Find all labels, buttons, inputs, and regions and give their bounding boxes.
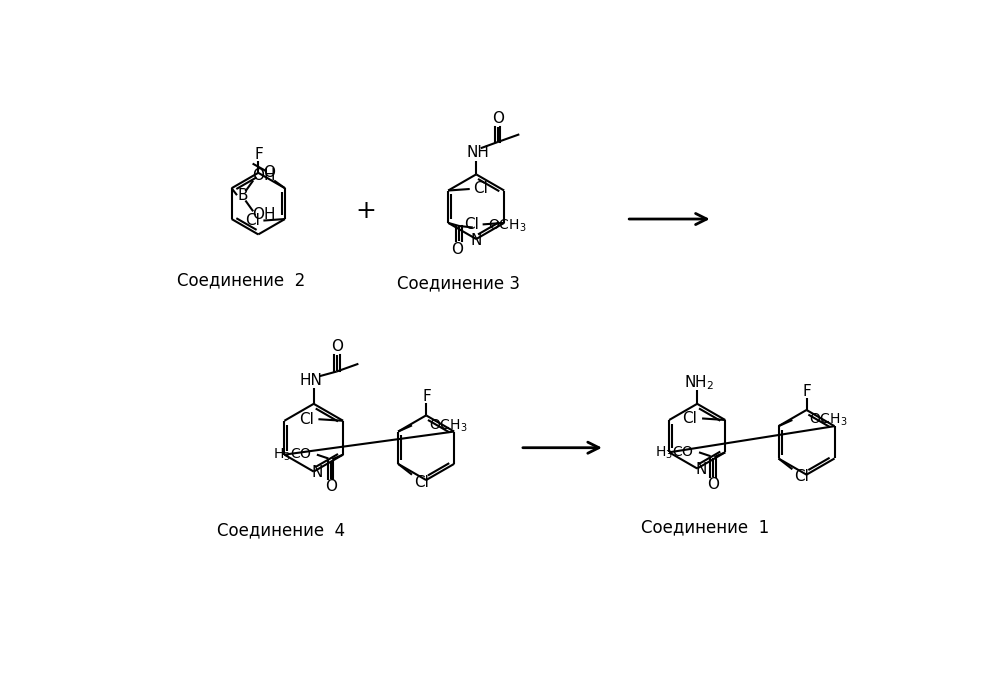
Text: O: O [325,479,337,494]
Text: Cl: Cl [682,411,697,426]
Text: Соединение  1: Соединение 1 [640,518,769,536]
Text: N: N [471,233,482,248]
Text: HN: HN [299,373,322,388]
Text: F: F [803,384,811,399]
Text: OH: OH [252,169,276,184]
Text: O: O [707,477,719,492]
Text: Cl: Cl [299,412,314,427]
Text: O: O [492,111,503,126]
Text: H$_3$CO: H$_3$CO [655,444,694,460]
Text: Cl: Cl [414,475,429,490]
Text: Cl: Cl [465,217,480,232]
Text: Cl: Cl [245,213,260,228]
Text: OH: OH [252,207,276,222]
Text: +: + [356,199,377,223]
Text: F: F [423,389,432,404]
Text: OCH$_3$: OCH$_3$ [429,417,468,434]
Text: N: N [312,465,324,480]
Text: H$_3$CO: H$_3$CO [274,447,313,463]
Text: O: O [452,242,464,257]
Text: F: F [255,147,264,162]
Text: OCH$_3$: OCH$_3$ [489,218,526,234]
Text: NH$_2$: NH$_2$ [683,373,714,391]
Text: Соединение  4: Соединение 4 [218,521,346,539]
Text: Cl: Cl [794,469,809,484]
Text: OCH$_3$: OCH$_3$ [809,412,848,428]
Text: N: N [695,462,706,477]
Text: B: B [237,189,248,204]
Text: O: O [264,165,276,180]
Text: Соединение 3: Соединение 3 [397,275,519,293]
Text: NH: NH [467,145,490,161]
Text: Cl: Cl [474,182,488,197]
Text: Соединение  2: Соединение 2 [177,272,306,290]
Text: O: O [331,339,343,354]
